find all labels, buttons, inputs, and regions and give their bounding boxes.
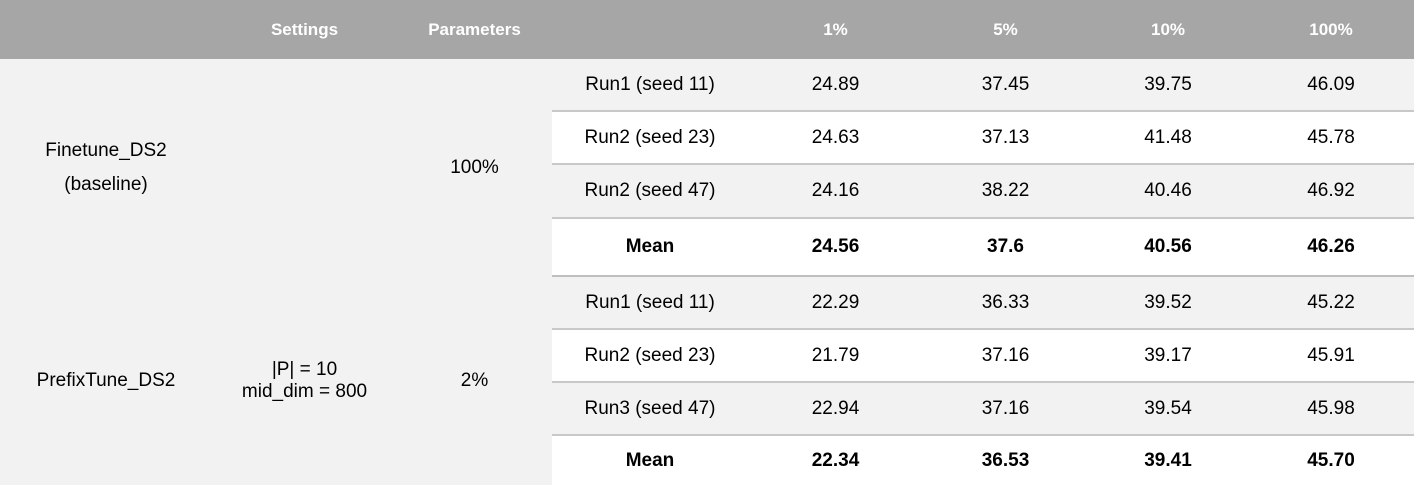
run-label: Run2 (seed 23) <box>552 111 748 165</box>
value-cell: 24.89 <box>748 59 923 112</box>
table-row: Run2 (seed 23) 21.79 37.16 39.17 45.91 <box>0 329 1414 383</box>
value-cell: 24.16 <box>748 164 923 219</box>
value-cell: 45.91 <box>1248 329 1414 383</box>
value-cell: 24.63 <box>748 111 923 165</box>
value-cell: 40.46 <box>1088 164 1248 219</box>
settings-finetune <box>212 59 397 276</box>
run-label: Run2 (seed 23) <box>552 329 748 383</box>
mean-label: Mean <box>552 218 748 277</box>
model-name-prefixtune: PrefixTune_DS2 <box>0 276 212 485</box>
mean-value: 40.56 <box>1088 218 1248 277</box>
mean-value: 37.6 <box>923 218 1088 277</box>
header-settings: Settings <box>212 0 397 59</box>
value-cell: 37.16 <box>923 329 1088 383</box>
value-cell: 22.29 <box>748 276 923 330</box>
settings-prefixtune: |P| = 10 mid_dim = 800 <box>212 276 397 485</box>
table-row: Run2 (seed 23) 24.63 37.13 41.48 45.78 <box>0 111 1414 165</box>
header-col-5pct: 5% <box>923 0 1088 59</box>
header-col-100pct: 100% <box>1248 0 1414 59</box>
mean-value: 36.53 <box>923 435 1088 485</box>
mean-value: 39.41 <box>1088 435 1248 485</box>
value-cell: 39.54 <box>1088 382 1248 436</box>
value-cell: 39.52 <box>1088 276 1248 330</box>
value-cell: 46.92 <box>1248 164 1414 219</box>
value-cell: 22.94 <box>748 382 923 436</box>
mean-value: 24.56 <box>748 218 923 277</box>
table-row: Run3 (seed 47) 22.94 37.16 39.54 45.98 <box>0 382 1414 436</box>
run-label: Run1 (seed 11) <box>552 59 748 112</box>
run-label: Run2 (seed 47) <box>552 164 748 219</box>
parameters-prefixtune: 2% <box>397 276 552 485</box>
value-cell: 46.09 <box>1248 59 1414 112</box>
value-cell: 21.79 <box>748 329 923 383</box>
table-row: PrefixTune_DS2 |P| = 10 mid_dim = 800 2%… <box>0 276 1414 485</box>
mean-value: 22.34 <box>748 435 923 485</box>
mean-value: 45.70 <box>1248 435 1414 485</box>
mean-row: Mean 24.56 37.6 40.56 46.26 <box>0 218 1414 277</box>
mean-value: 46.26 <box>1248 218 1414 277</box>
value-cell: 45.98 <box>1248 382 1414 436</box>
header-col-1pct: 1% <box>748 0 923 59</box>
table-row: Run2 (seed 47) 24.16 38.22 40.46 46.92 <box>0 164 1414 219</box>
header-row: Settings Parameters 1% 5% 10% 100% <box>0 0 1414 59</box>
value-cell: 45.22 <box>1248 276 1414 330</box>
table-row: Finetune_DS2 (baseline) 100% Run1 (seed … <box>0 59 1414 276</box>
value-cell: 37.16 <box>923 382 1088 436</box>
mean-label: Mean <box>552 435 748 485</box>
value-cell: 39.75 <box>1088 59 1248 112</box>
value-cell: 37.13 <box>923 111 1088 165</box>
value-cell: 38.22 <box>923 164 1088 219</box>
value-cell: 37.45 <box>923 59 1088 112</box>
parameters-finetune: 100% <box>397 59 552 276</box>
value-cell: 36.33 <box>923 276 1088 330</box>
header-parameters: Parameters <box>397 0 552 59</box>
run-label: Run3 (seed 47) <box>552 382 748 436</box>
value-cell: 45.78 <box>1248 111 1414 165</box>
value-cell: 39.17 <box>1088 329 1248 383</box>
value-cell: 41.48 <box>1088 111 1248 165</box>
model-name-finetune: Finetune_DS2 (baseline) <box>0 59 212 276</box>
run-label: Run1 (seed 11) <box>552 276 748 330</box>
header-run <box>552 0 748 59</box>
header-model <box>0 0 212 59</box>
header-col-10pct: 10% <box>1088 0 1248 59</box>
